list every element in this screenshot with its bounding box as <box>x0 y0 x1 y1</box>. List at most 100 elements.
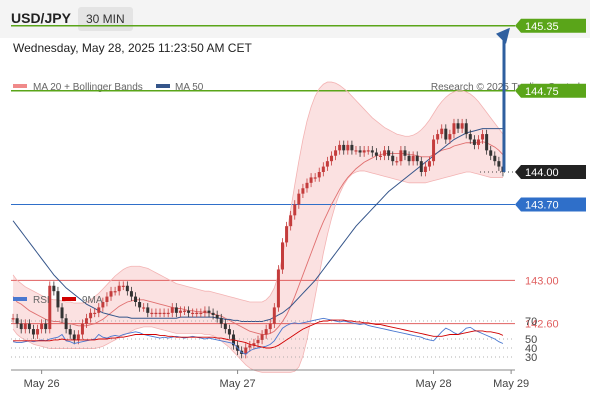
candle-body <box>48 285 52 330</box>
ma20-legend-swatch <box>13 84 27 88</box>
x-tick-label: May 29 <box>493 378 529 390</box>
candle-body <box>158 312 162 315</box>
candle-body <box>187 310 191 313</box>
candle-body <box>342 144 346 151</box>
candle-body <box>276 269 280 308</box>
candle-body <box>134 296 138 302</box>
candle-body <box>305 182 309 189</box>
candle-body <box>248 345 252 348</box>
candle-body <box>407 155 411 162</box>
candle-body <box>362 150 366 153</box>
candle-body <box>456 123 460 129</box>
candle-body <box>358 150 362 153</box>
ma20-legend-label: MA 20 + Bollinger Bands <box>33 82 143 93</box>
candle-body <box>31 329 35 335</box>
price-tag-label: 142.60 <box>525 319 559 331</box>
candle-body <box>346 144 350 151</box>
price-tag-145.35 <box>515 18 586 33</box>
candle-body <box>146 307 150 313</box>
candle-body <box>80 323 84 335</box>
candle-body <box>497 161 501 167</box>
candle-body <box>138 301 142 308</box>
candle-body <box>427 161 431 167</box>
candle-body <box>403 150 407 156</box>
candle-body <box>432 139 436 162</box>
candle-body <box>183 310 187 312</box>
candle-body <box>178 310 182 313</box>
candle-body <box>289 215 293 227</box>
candle-body <box>325 161 329 167</box>
candle-body <box>125 285 129 292</box>
timestamp: Wednesday, May 28, 2025 11:23:50 AM CET <box>13 41 252 55</box>
candle-body <box>272 307 276 324</box>
bb-lower-line <box>12 170 503 373</box>
candle-body <box>468 134 472 140</box>
candle-body <box>52 285 56 292</box>
candle-body <box>154 312 158 315</box>
candle-body <box>334 150 338 156</box>
price-tags: 145.35 144.75 144.00 143.70 143.00 142.60 <box>515 18 586 331</box>
candle-body <box>56 291 60 308</box>
candle-body <box>36 329 40 335</box>
candle-body <box>85 318 89 324</box>
candle-body <box>101 301 105 308</box>
candle-body <box>444 128 448 140</box>
candle-body <box>395 161 399 163</box>
bollinger-band <box>13 82 503 373</box>
rsi-ma-legend-label: 9MA <box>82 295 103 306</box>
rsi-tick-label: 70 <box>525 316 537 328</box>
candle-body <box>399 150 403 162</box>
candle-body <box>415 155 419 162</box>
candle-body <box>489 150 493 156</box>
candle-body <box>391 155 395 162</box>
candle-body <box>27 323 31 330</box>
candle-body <box>72 334 76 340</box>
ma50-legend-swatch <box>156 84 170 88</box>
timeframe-button[interactable]: 30 MIN <box>78 7 133 31</box>
candle-body <box>440 128 444 135</box>
price-tag-label: 143.70 <box>525 199 559 211</box>
x-tick-label: May 27 <box>220 378 256 390</box>
candle-body <box>64 318 68 330</box>
candle-body <box>297 193 301 205</box>
candle-body <box>15 318 19 324</box>
candle-body <box>121 285 125 287</box>
x-tick-label: May 26 <box>24 378 60 390</box>
candle-body <box>252 343 256 346</box>
candle-body <box>44 323 48 330</box>
candle-body <box>150 312 154 315</box>
candle-body <box>256 339 260 344</box>
candle-body <box>293 204 297 216</box>
price-tag-label: 143.00 <box>525 275 559 287</box>
candle-body <box>366 150 370 152</box>
candle-body <box>485 134 489 151</box>
forecast-arrow <box>496 27 510 173</box>
ma50-legend-label: MA 50 <box>175 82 204 93</box>
candle-body <box>23 323 27 330</box>
price-tag-143.70 <box>515 197 586 212</box>
rsi-ma-legend-swatch <box>62 297 76 301</box>
candle-body <box>203 310 207 313</box>
candle-body <box>411 155 415 162</box>
candle-body <box>452 123 456 135</box>
candle-body <box>321 166 325 172</box>
rsi-legend-swatch <box>13 297 27 301</box>
candle-body <box>219 318 223 324</box>
candle-body <box>436 134 440 140</box>
candles <box>11 118 505 359</box>
candle-body <box>244 347 248 354</box>
candle-body <box>19 323 23 330</box>
candle-body <box>40 323 44 330</box>
price-tag-label: 144.00 <box>525 167 559 179</box>
candle-body <box>170 307 174 313</box>
candle-body <box>374 152 378 156</box>
candle-body <box>207 310 211 313</box>
bollinger-band-fill <box>13 82 503 373</box>
candle-body <box>93 312 97 315</box>
rsi-ma-line <box>13 319 504 349</box>
candle-body <box>481 134 485 140</box>
candle-body <box>162 312 166 315</box>
candle-body <box>199 312 203 315</box>
